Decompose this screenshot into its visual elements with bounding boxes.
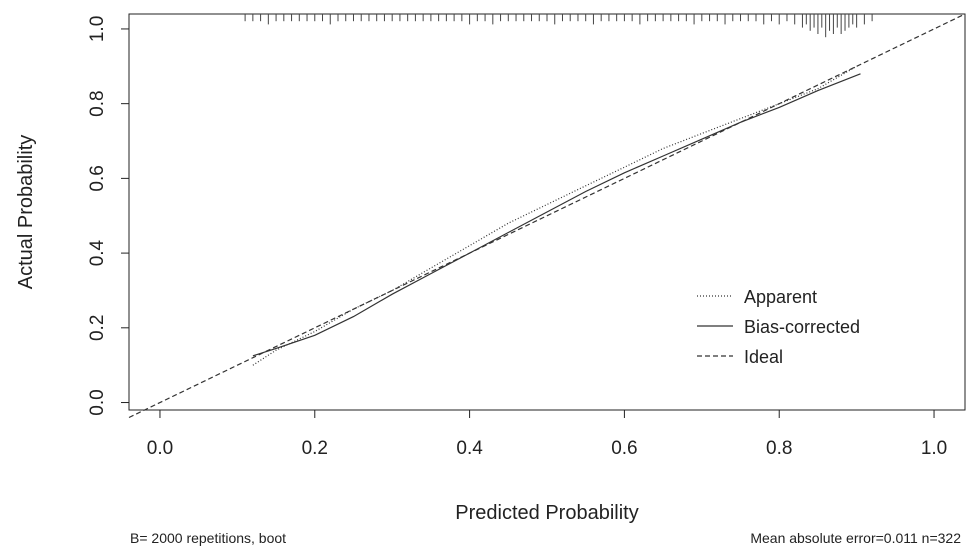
footer-left: B= 2000 repetitions, boot <box>130 530 287 546</box>
x-tick-label: 0.4 <box>456 438 483 459</box>
x-tick-label: 1.0 <box>921 438 947 459</box>
legend-bias-corrected-label: Bias-corrected <box>744 317 860 337</box>
y-tick-label: 1.0 <box>87 16 108 42</box>
y-tick-label: 0.4 <box>87 239 108 266</box>
x-tick-label: 0.6 <box>611 438 637 459</box>
rug-layer <box>244 14 873 38</box>
x-tick-label: 0.8 <box>766 438 792 459</box>
y-tick-label: 0.2 <box>87 315 108 341</box>
y-axis-label: Actual Probability <box>15 135 37 290</box>
x-tick-label: 0.0 <box>147 438 173 459</box>
y-tick-label: 0.0 <box>87 389 108 415</box>
y-tick-label: 0.6 <box>87 165 108 191</box>
legend-apparent-label: Apparent <box>744 287 817 307</box>
axes-layer: 0.0 0.2 0.4 0.6 0.8 1.0 0.0 0.2 0.4 0.6 0.8 1.0 <box>87 16 947 459</box>
footer-right: Mean absolute error=0.011 n=322 <box>750 530 961 546</box>
series-layer <box>128 13 966 419</box>
series-line-ideal <box>128 13 966 419</box>
x-axis-label: Predicted Probability <box>455 502 638 524</box>
legend-ideal-label: Ideal <box>744 347 783 367</box>
y-tick-label: 0.8 <box>87 90 108 116</box>
series-line-bias-corrected <box>252 73 861 357</box>
series-line-apparent <box>252 65 857 366</box>
x-tick-label: 0.2 <box>302 438 328 459</box>
legend: Apparent Bias-corrected Ideal <box>697 287 860 367</box>
